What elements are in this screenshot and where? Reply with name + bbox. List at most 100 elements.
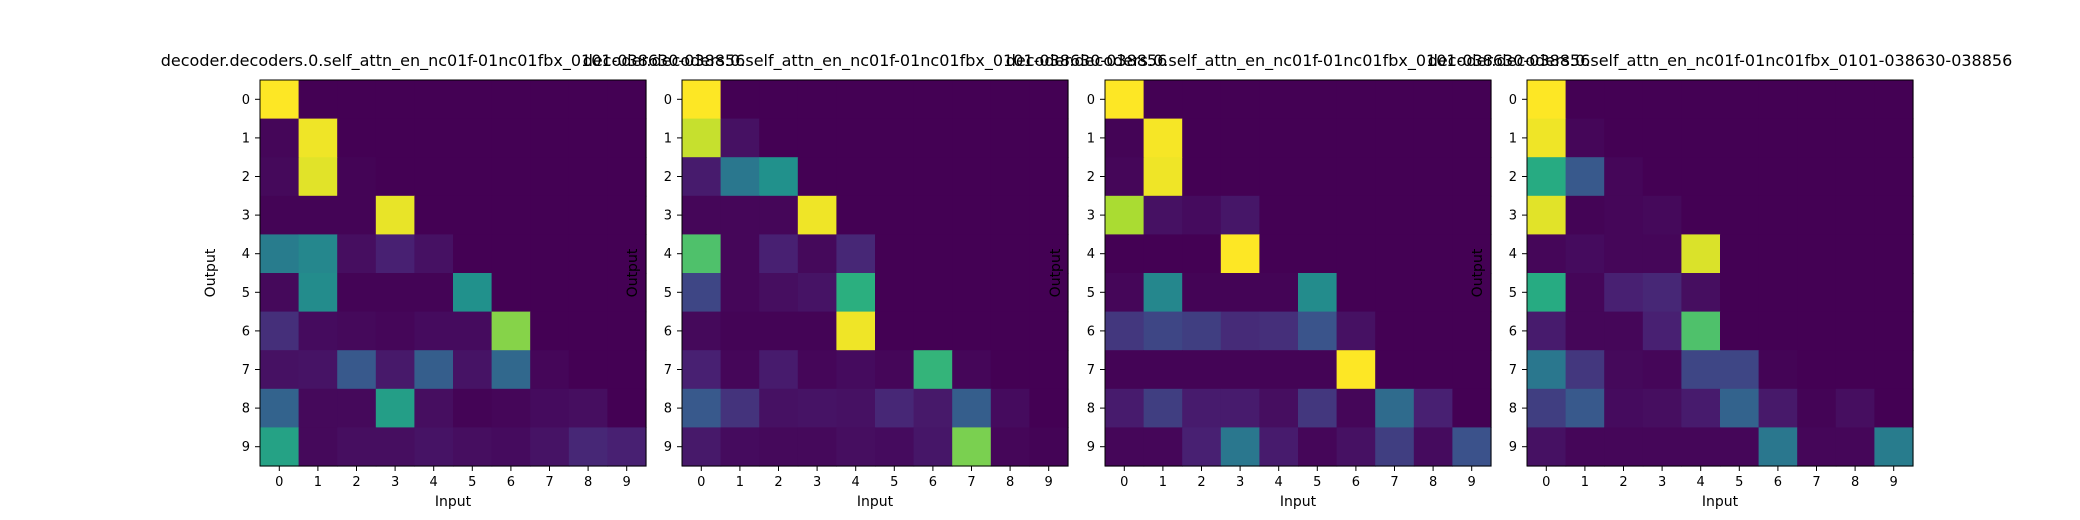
heatmap-cell-r8-c8 (1835, 388, 1875, 428)
heatmap-cell-r5-c1 (720, 273, 760, 313)
y-tick-label: 0 (242, 93, 250, 108)
heatmap-cell-r6-c4 (1259, 311, 1299, 351)
heatmap-cell-r0-c6 (1336, 80, 1376, 120)
heatmap-cell-r6-c0 (1527, 311, 1567, 351)
heatmap-cell-r6-c2 (1604, 311, 1644, 351)
heatmap-cell-r6-c8 (568, 311, 608, 351)
x-tick-label: 1 (1159, 475, 1167, 490)
heatmap-cell-r0-c9 (607, 80, 647, 120)
heatmap-cell-r6-c3 (797, 311, 837, 351)
heatmap-cell-r2-c3 (1642, 157, 1682, 197)
heatmap-cell-r5-c5 (875, 273, 915, 313)
chart-title: decoder.decoders.0.self_attn_en_nc01f-01… (1428, 51, 2013, 71)
heatmap-cell-r6-c2 (759, 311, 799, 351)
heatmap-cell-r6-c8 (1835, 311, 1875, 351)
heatmap-cell-r4-c4 (1259, 234, 1299, 274)
x-tick-label: 6 (929, 475, 937, 490)
heatmap-cell-r2-c3 (375, 157, 415, 197)
y-tick-label: 7 (664, 363, 672, 378)
heatmap-cell-r4-c9 (1452, 234, 1492, 274)
heatmap-cell-r0-c7 (1375, 80, 1415, 120)
heatmap-cell-r4-c2 (337, 234, 377, 274)
heatmap-cell-r9-c6 (491, 427, 531, 467)
heatmap-cell-r9-c2 (1604, 427, 1644, 467)
heatmap-cell-r0-c7 (952, 80, 992, 120)
heatmap-cell-r3-c2 (1604, 195, 1644, 235)
x-tick-label: 4 (430, 475, 438, 490)
heatmap-cell-r2-c2 (759, 157, 799, 197)
heatmap-cell-r0-c2 (337, 80, 377, 120)
heatmap-cell-r7-c1 (298, 350, 338, 390)
heatmap-cell-r9-c5 (1720, 427, 1760, 467)
heatmap-cell-r1-c5 (1298, 118, 1338, 158)
heatmap-cell-r1-c8 (1413, 118, 1453, 158)
heatmap-cell-r3-c0 (260, 195, 300, 235)
x-tick-label: 0 (1120, 475, 1128, 490)
x-tick-label: 8 (1429, 475, 1437, 490)
heatmap-cell-r0-c3 (1220, 80, 1260, 120)
heatmap-cell-r4-c6 (913, 234, 953, 274)
heatmap-cell-r0-c0 (1527, 80, 1567, 120)
heatmap-cell-r2-c0 (1527, 157, 1567, 197)
heatmap-cell-r8-c7 (1797, 388, 1837, 428)
heatmap-cell-r8-c6 (1336, 388, 1376, 428)
heatmap-cell-r6-c9 (1452, 311, 1492, 351)
heatmap-cell-r6-c1 (1565, 311, 1605, 351)
heatmap-cell-r6-c8 (990, 311, 1030, 351)
heatmap-cell-r8-c9 (1874, 388, 1914, 428)
heatmap-cell-r8-c7 (952, 388, 992, 428)
heatmap-cell-r1-c0 (1105, 118, 1145, 158)
heatmap-cell-r6-c2 (1182, 311, 1222, 351)
x-tick-label: 2 (352, 475, 360, 490)
x-tick-label: 3 (1658, 475, 1666, 490)
heatmap-cell-r6-c6 (1758, 311, 1798, 351)
heatmap-cell-r3-c5 (1720, 195, 1760, 235)
heatmap-cell-r0-c7 (530, 80, 570, 120)
heatmap-cell-r4-c3 (1220, 234, 1260, 274)
heatmap-cell-r8-c7 (1375, 388, 1415, 428)
x-axis-label: Input (435, 494, 472, 510)
heatmap-cell-r2-c0 (682, 157, 722, 197)
heatmap-cell-r2-c6 (1336, 157, 1376, 197)
heatmap-cell-r8-c3 (375, 388, 415, 428)
heatmap-cell-r4-c8 (1413, 234, 1453, 274)
heatmap-cell-r6-c5 (1298, 311, 1338, 351)
heatmap-cell-r0-c5 (1298, 80, 1338, 120)
heatmap-cell-r7-c2 (1182, 350, 1222, 390)
heatmap-cell-r8-c3 (797, 388, 837, 428)
heatmap-cell-r0-c6 (491, 80, 531, 120)
heatmap-cell-r6-c1 (298, 311, 338, 351)
heatmap-cell-r0-c0 (260, 80, 300, 120)
y-tick-label: 9 (242, 440, 250, 455)
heatmap-cell-r4-c1 (720, 234, 760, 274)
heatmap-cell-r4-c5 (1298, 234, 1338, 274)
heatmap-cell-r4-c6 (491, 234, 531, 274)
x-tick-label: 7 (1812, 475, 1820, 490)
y-tick-label: 7 (242, 363, 250, 378)
heatmap-cell-r1-c6 (1336, 118, 1376, 158)
heatmap-cell-r6-c0 (1105, 311, 1145, 351)
y-tick-label: 8 (664, 402, 672, 417)
heatmap-cell-r8-c5 (453, 388, 493, 428)
x-tick-label: 4 (852, 475, 860, 490)
heatmap-cell-r4-c4 (1681, 234, 1721, 274)
heatmap-cell-r2-c7 (530, 157, 570, 197)
y-tick-label: 8 (1087, 402, 1095, 417)
heatmap-cell-r8-c9 (607, 388, 647, 428)
y-tick-label: 6 (664, 324, 672, 339)
heatmap-cell-r4-c1 (1143, 234, 1183, 274)
heatmap-cell-r1-c0 (260, 118, 300, 158)
heatmap-cell-r7-c4 (414, 350, 454, 390)
y-tick-label: 8 (242, 402, 250, 417)
heatmap-cell-r8-c8 (990, 388, 1030, 428)
heatmap-cell-r7-c3 (375, 350, 415, 390)
heatmap-cell-r4-c4 (836, 234, 876, 274)
heatmap-cell-r5-c7 (952, 273, 992, 313)
heatmap-cell-r0-c5 (875, 80, 915, 120)
heatmap-cell-r3-c7 (530, 195, 570, 235)
heatmap-cell-r9-c8 (568, 427, 608, 467)
heatmap-cell-r5-c0 (260, 273, 300, 313)
heatmap-cell-r9-c6 (1758, 427, 1798, 467)
heatmap-cell-r2-c8 (990, 157, 1030, 197)
y-tick-label: 3 (664, 209, 672, 224)
